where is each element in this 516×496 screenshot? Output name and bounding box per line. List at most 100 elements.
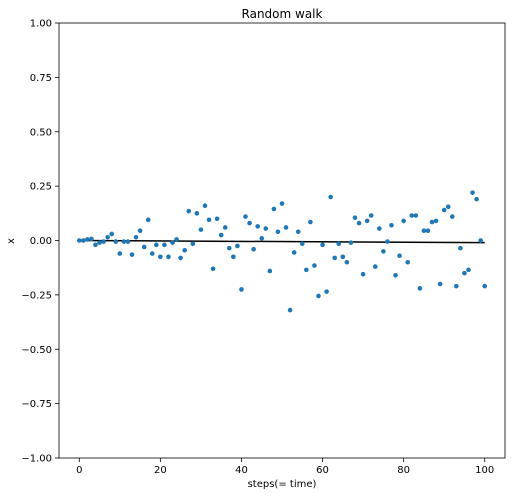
data-point <box>251 246 256 252</box>
data-point <box>129 252 135 257</box>
data-point <box>324 289 329 294</box>
data-point <box>145 217 151 223</box>
data-point <box>81 238 86 243</box>
data-point <box>174 237 179 242</box>
data-point <box>332 255 338 261</box>
data-point <box>364 218 370 224</box>
data-point <box>243 214 248 219</box>
data-point <box>239 287 244 292</box>
data-point <box>409 213 415 218</box>
data-point <box>231 254 236 260</box>
data-point <box>449 214 455 219</box>
data-point <box>206 217 212 223</box>
trend-line <box>79 239 485 244</box>
data-point <box>445 204 451 210</box>
data-point <box>316 293 321 299</box>
data-point <box>166 254 171 260</box>
data-point <box>101 239 106 244</box>
scatter-series <box>76 190 488 313</box>
data-point <box>149 251 155 256</box>
data-point <box>190 241 196 247</box>
y-tick-label: −0.25 <box>21 290 52 301</box>
data-point <box>125 239 131 244</box>
data-point <box>109 231 115 237</box>
data-point <box>482 283 488 289</box>
x-tick-label: 100 <box>475 465 494 476</box>
data-point <box>470 190 475 195</box>
data-point <box>210 266 216 272</box>
data-point <box>437 281 443 287</box>
data-point <box>360 271 366 277</box>
data-point <box>137 228 143 234</box>
data-point <box>421 228 427 234</box>
data-point <box>385 239 390 244</box>
y-tick-label: −0.75 <box>21 399 52 410</box>
y-tick-label: 0.00 <box>30 236 52 247</box>
data-point <box>372 264 378 269</box>
data-point <box>85 237 90 242</box>
data-point <box>433 218 439 224</box>
x-tick-label: 60 <box>316 465 329 476</box>
data-point <box>198 227 204 232</box>
data-point <box>218 232 224 238</box>
y-tick-label: 0.75 <box>30 73 52 84</box>
data-point <box>478 238 483 243</box>
data-point <box>348 240 354 245</box>
y-tick-label: −1.00 <box>21 454 52 465</box>
data-point <box>214 216 220 222</box>
data-point <box>158 254 163 260</box>
x-axis: 0 20 40 60 80 100 <box>76 458 494 476</box>
data-point <box>405 259 410 265</box>
data-point <box>462 270 467 276</box>
data-point <box>344 259 350 265</box>
data-point <box>304 267 309 273</box>
y-tick-label: −0.50 <box>21 345 52 356</box>
y-tick-label: 0.50 <box>30 127 52 138</box>
data-point <box>381 249 386 254</box>
data-point <box>312 263 317 268</box>
data-point <box>474 196 479 202</box>
data-point <box>429 219 435 225</box>
data-point <box>352 215 358 220</box>
data-point <box>247 220 252 226</box>
data-point <box>401 218 406 224</box>
data-point <box>397 253 402 259</box>
chart-title: Random walk <box>242 7 323 21</box>
data-point <box>413 213 419 218</box>
data-point <box>263 226 269 231</box>
data-point <box>275 229 281 235</box>
data-point <box>154 242 159 248</box>
data-point <box>105 234 110 240</box>
data-point <box>97 240 102 245</box>
data-point <box>202 203 208 208</box>
data-point <box>393 273 398 278</box>
data-point <box>291 250 297 255</box>
data-point <box>458 245 463 251</box>
data-point <box>271 206 277 212</box>
data-point <box>182 247 187 253</box>
data-point <box>162 242 167 248</box>
x-tick-label: 40 <box>235 465 248 476</box>
plot-frame <box>58 22 506 459</box>
data-point <box>328 194 333 200</box>
data-point <box>141 244 147 250</box>
data-point <box>76 238 82 243</box>
data-point <box>222 225 228 230</box>
data-point <box>340 254 346 260</box>
data-point <box>121 239 127 244</box>
data-point <box>336 241 342 247</box>
data-point <box>117 251 123 256</box>
data-point <box>194 211 200 216</box>
data-point <box>170 240 175 245</box>
y-axis: −1.00 −0.75 −0.50 −0.25 0.00 0.25 0.50 0.75 1.00 <box>21 19 59 465</box>
data-point <box>133 234 139 240</box>
data-point <box>255 224 260 229</box>
data-point <box>320 242 325 248</box>
data-point <box>113 239 119 244</box>
data-point <box>368 213 374 218</box>
data-point <box>267 268 273 274</box>
data-point <box>235 243 240 249</box>
data-point <box>279 201 285 206</box>
data-point <box>417 286 423 291</box>
